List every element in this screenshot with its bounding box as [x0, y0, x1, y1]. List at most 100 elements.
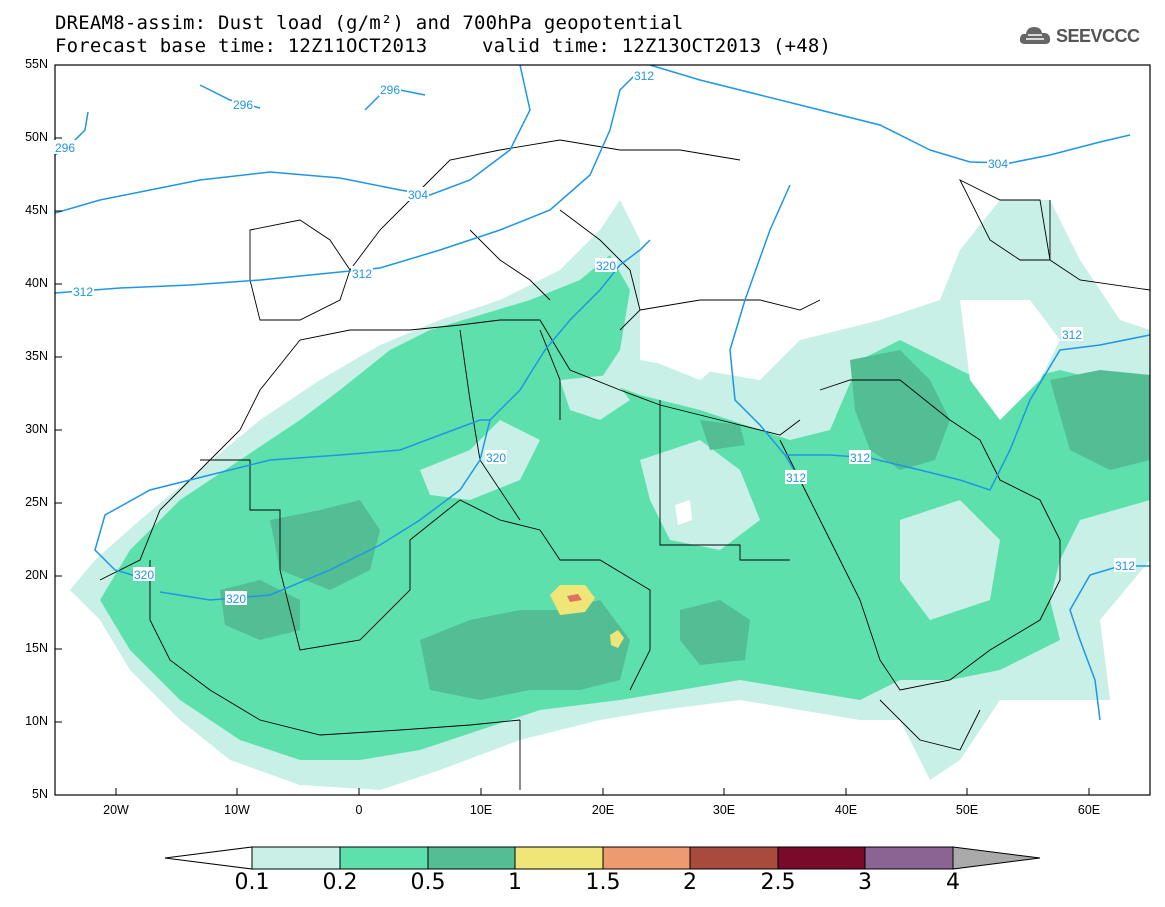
- lat-label: 50N: [25, 130, 48, 144]
- colorbar-label: 0.2: [322, 870, 358, 895]
- dust-area-dark: [680, 600, 750, 665]
- contour-label: 320: [486, 451, 506, 465]
- dust-area-dark: [420, 600, 630, 700]
- iraq-border: [819, 379, 951, 421]
- colorbar-bin: [864, 846, 954, 870]
- colorbar-bin: [514, 846, 604, 870]
- dust-area-yellow: [610, 630, 624, 648]
- contour-label: 320: [226, 592, 246, 606]
- horn-of-africa: [879, 699, 981, 751]
- contour-label: 296: [380, 83, 400, 97]
- no-dust-area: [960, 300, 1060, 420]
- no-dust-area: [645, 185, 760, 380]
- lat-label: 35N: [25, 349, 48, 363]
- lat-label: 5N: [32, 787, 48, 801]
- lon-label: 20W: [103, 803, 129, 817]
- colorbar-label: 1: [508, 870, 522, 895]
- contour-304-a: [55, 65, 531, 214]
- contour-312-b: [729, 184, 801, 481]
- dust-area-dark: [700, 420, 745, 450]
- lat-label: 55N: [25, 57, 48, 71]
- colorbar-bin: [689, 846, 779, 870]
- contour-304-c: [649, 65, 931, 151]
- lat-label: 30N: [25, 422, 48, 436]
- contour-320: [94, 419, 491, 601]
- map-title-line1: DREAM8-assim: Dust load (g/m²) and 700hP…: [55, 12, 684, 34]
- seevccc-logo: SEEVCCC: [1018, 24, 1140, 48]
- dust-area-dark: [1050, 370, 1150, 470]
- dust-hole: [900, 500, 1000, 620]
- colorbar-label: 0.1: [234, 870, 270, 895]
- cloud-icon: [1019, 27, 1051, 44]
- colorbar-over-triangle: [952, 846, 1041, 870]
- lon-label: 20E: [591, 803, 615, 817]
- colorbar-bin: [427, 846, 516, 870]
- colorbar-bin: [777, 846, 866, 870]
- contour-label: 312: [850, 451, 870, 465]
- lon-label: 10E: [469, 803, 493, 817]
- logo-text: SEEVCCC: [1056, 25, 1140, 46]
- contour-labels: 296 296 296 304 304 312 312 312 312 320 …: [54, 68, 1136, 606]
- contour-label: 312: [634, 69, 654, 83]
- colorbar-label: 1.5: [585, 870, 621, 895]
- axis-ticks: [55, 64, 1090, 795]
- contour-label: 304: [988, 157, 1008, 171]
- contour-label: 312: [786, 471, 806, 485]
- dust-hole: [640, 440, 760, 550]
- contour-label: 312: [352, 267, 372, 281]
- contour-label: 304: [408, 188, 428, 202]
- colorbar-label: 4: [946, 870, 960, 895]
- lat-label: 15N: [25, 641, 48, 655]
- dust-area-orange: [567, 594, 582, 602]
- colorbar-bin: [251, 846, 341, 870]
- lon-label: 0: [355, 803, 363, 817]
- tunisia-border: [539, 329, 561, 420]
- colorbar-label: 2.5: [760, 870, 796, 895]
- contour-label: 312: [73, 285, 93, 299]
- lat-label: 10N: [25, 714, 48, 728]
- colorbar-under-triangle: [164, 846, 253, 870]
- contour-320-b: [489, 239, 651, 421]
- contour-label: 296: [233, 98, 253, 112]
- lon-label: 30E: [712, 803, 736, 817]
- inner-borders: [200, 459, 651, 691]
- lon-label: 40E: [834, 803, 858, 817]
- lat-label: 20N: [25, 568, 48, 582]
- lon-label: 60E: [1077, 803, 1101, 817]
- dust-area-dark: [270, 500, 380, 590]
- forecast-base-time: Forecast base time: 12Z11OCT2013: [55, 35, 428, 57]
- contour-label: 312: [1115, 559, 1135, 573]
- no-dust-area: [675, 500, 692, 525]
- arabia-coast: [779, 419, 1061, 691]
- dust-fields: [70, 185, 1150, 790]
- contour-312-a: [55, 69, 641, 294]
- lat-label: 45N: [25, 203, 48, 217]
- colorbar: [164, 846, 1041, 870]
- europe-outline: [349, 139, 741, 271]
- lat-label: 25N: [25, 495, 48, 509]
- colorbar-label: 3: [858, 870, 872, 895]
- contour-label: 296: [55, 141, 75, 155]
- dust-hole: [560, 375, 630, 420]
- lon-label: 10W: [224, 803, 250, 817]
- colorbar-label: 2: [683, 870, 697, 895]
- italy: [469, 229, 551, 301]
- iberia: [249, 219, 351, 321]
- contour-label: 320: [596, 259, 616, 273]
- contour-304-b: [929, 134, 1131, 164]
- turkey: [639, 299, 821, 311]
- north-africa-coast: [99, 319, 801, 581]
- algeria-libya-border: [459, 329, 521, 521]
- colorbar-bin: [339, 846, 429, 870]
- egypt-sudan-border: [659, 400, 790, 561]
- lat-label: 40N: [25, 276, 48, 290]
- lon-label: 50E: [955, 803, 979, 817]
- contour-label: 312: [1062, 328, 1082, 342]
- asia-border: [1049, 200, 1150, 291]
- country-borders: [99, 139, 1150, 790]
- colorbar-bin: [602, 846, 691, 870]
- balkans: [559, 209, 641, 331]
- west-africa-coast: [149, 560, 521, 736]
- contour-label: 320: [134, 568, 154, 582]
